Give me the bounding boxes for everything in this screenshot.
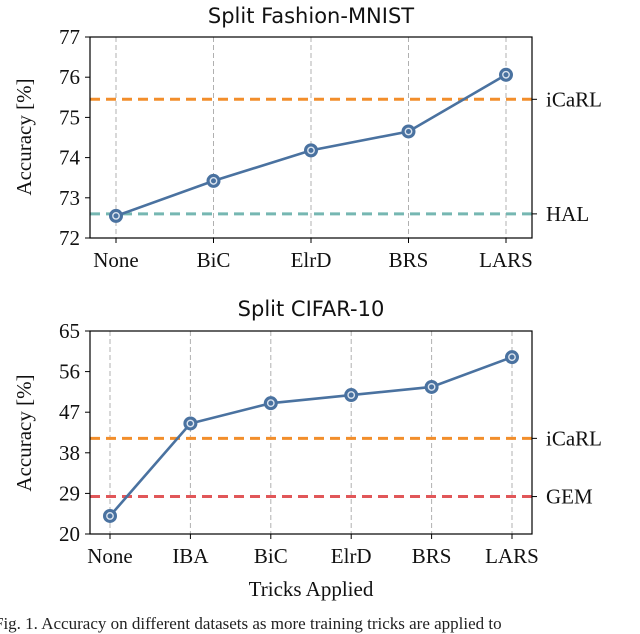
data-point-inner [112,211,120,220]
x-tick-label: ElrD [331,544,372,568]
data-point-inner [186,419,195,428]
y-axis-label: Accuracy [%] [12,78,36,195]
x-tick-label: BiC [197,248,231,272]
reference-label: HAL [546,202,589,226]
y-tick-label: 76 [59,65,80,89]
y-tick-label: 65 [59,319,80,343]
y-tick-label: 73 [59,186,80,210]
y-tick-label: 20 [59,522,80,546]
y-tick-label: 74 [59,146,81,170]
data-point [183,416,198,431]
plot-frame [89,36,533,239]
x-tick-label: ElrD [291,248,332,272]
data-point [304,143,318,158]
chart-title: Split CIFAR-10 [238,297,385,321]
data-point [103,508,117,523]
x-axis-label: Tricks Applied [249,577,374,601]
y-tick-label: 47 [59,400,80,424]
x-tick-label: LARS [479,248,533,272]
y-tick-label: 38 [59,441,80,465]
x-tick-label: None [87,544,133,568]
y-tick-label: 72 [59,226,80,250]
reference-label: GEM [546,485,593,509]
chart-fashion-mnist: Split Fashion-MNIST Accuracy [%] iCaRL HA… [12,4,602,272]
x-tick-label: BRS [412,544,452,568]
chart-title: Split Fashion-MNIST [208,4,414,28]
data-point [401,124,416,139]
data-point [109,208,123,223]
y-tick-label: 75 [59,105,80,129]
data-point [499,67,513,82]
data-point-inner [266,399,275,408]
x-tick-label: BRS [389,248,429,272]
x-tick-label: BiC [254,544,288,568]
y-axis-label: Accuracy [%] [12,374,36,491]
series-line [109,355,513,517]
reference-label: iCaRL [546,87,602,111]
data-point-inner [106,512,114,520]
data-point-inner [307,146,315,155]
data-point [206,173,221,188]
x-tick-label: LARS [485,544,539,568]
data-point-inner [508,353,516,362]
y-tick-label: 77 [59,25,80,49]
y-tick-label: 56 [59,360,80,384]
data-point-inner [209,177,218,185]
figure-caption: Fig. 1. Accuracy on different datasets a… [0,614,502,633]
data-point-inner [347,391,356,399]
data-point-inner [404,127,413,136]
data-point-inner [502,70,510,79]
data-point [263,396,278,411]
data-point-inner [427,383,436,391]
plot-frame [89,330,533,535]
data-point [344,388,359,403]
reference-label: iCaRL [546,426,602,450]
data-point [424,379,439,394]
chart-cifar10: Split CIFAR-10 Accuracy [%] Tricks Appli… [12,297,602,601]
data-point [505,350,519,365]
x-tick-label: IBA [172,544,209,568]
y-tick-label: 29 [59,481,80,505]
x-tick-label: None [93,248,139,272]
